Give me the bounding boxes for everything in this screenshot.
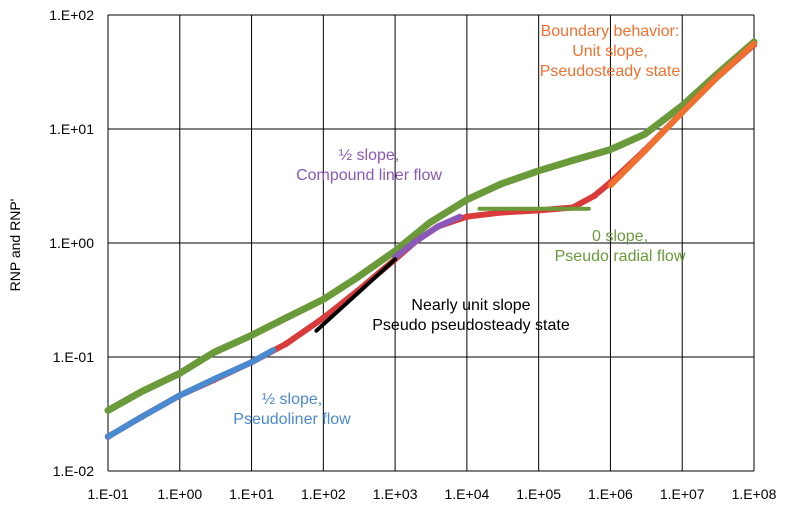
annotation-line: Nearly unit slope: [411, 297, 530, 314]
x-tick-label: 1.E+07: [660, 486, 705, 502]
x-tick-label: 1.E+05: [516, 486, 561, 502]
x-tick-label: 1.E-01: [87, 486, 128, 502]
data-point: [569, 157, 577, 164]
series-line-1: [104, 38, 758, 414]
series-line-7: [607, 40, 757, 189]
series-line-4: [392, 213, 463, 261]
grid: [107, 14, 755, 472]
data-point: [354, 274, 361, 281]
y-axis-label: RNP and RNP': [7, 199, 23, 292]
annotation-line: ½ slope,: [339, 147, 399, 164]
x-tick-label: 1.E+00: [157, 486, 202, 502]
x-tick-label: 1.E+01: [229, 486, 274, 502]
data-point: [641, 131, 648, 138]
data-point: [320, 296, 327, 303]
data-point: [463, 213, 471, 220]
annotation-line: Pseudosteady state: [540, 63, 681, 80]
x-tick-label: 1.E+04: [445, 486, 490, 502]
annotation-1: Boundary behavior: Unit slope, Pseudostead…: [540, 23, 681, 80]
x-tick-label: 1.E+08: [732, 486, 777, 502]
y-tick-label: 1.E+00: [49, 235, 94, 251]
y-tick-label: 1.E+01: [49, 121, 94, 137]
series-line-3: [105, 347, 277, 440]
data-point: [320, 314, 327, 322]
series-line-2: [105, 41, 757, 440]
annotation-line: 0 slope,: [592, 228, 648, 245]
data-point: [607, 146, 614, 153]
annotation-line: Pseudo pseudosteady state: [372, 317, 570, 334]
data-point: [282, 314, 289, 322]
annotation-line: Compound liner flow: [296, 167, 442, 184]
data-point: [139, 388, 146, 395]
data-point: [282, 340, 289, 348]
series-layer: [104, 38, 758, 440]
annotation-line: Boundary behavior:: [541, 23, 680, 40]
annotation-line: Unit slope,: [572, 43, 648, 60]
y-tick-label: 1.E+02: [49, 7, 94, 23]
data-point: [591, 192, 598, 199]
annotation-5: ½ slope, Pseudoliner flow: [233, 391, 351, 428]
data-point: [497, 180, 505, 188]
axes: 1.E-01 1.E+00 1.E+01 1.E+02 1.E+03 1.E+04 1.E+…: [49, 7, 776, 502]
data-point: [535, 167, 542, 174]
annotation-line: Pseudo radial flow: [555, 248, 686, 265]
data-point: [210, 349, 218, 356]
annotation-4: Nearly unit slope Pseudo pseudosteady sta…: [372, 297, 570, 334]
data-point: [426, 219, 433, 227]
x-tick-label: 1.E+03: [373, 486, 418, 502]
annotation-3: 0 slope, Pseudo radial flow: [555, 228, 686, 265]
annotation-line: ½ slope,: [262, 391, 322, 408]
annotation-2: ½ slope, Compound liner flow: [296, 147, 442, 184]
data-point: [176, 370, 183, 377]
annotations: Boundary behavior: Unit slope, Pseudostead…: [233, 23, 686, 428]
data-point: [104, 407, 112, 414]
x-tick-label: 1.E+02: [301, 486, 346, 502]
annotation-line: Pseudoliner flow: [233, 411, 351, 428]
y-tick-label: 1.E-01: [53, 349, 94, 365]
data-point: [497, 209, 505, 216]
x-tick-label: 1.E+06: [588, 486, 633, 502]
series-line-5: [314, 257, 398, 333]
data-point: [463, 196, 471, 203]
y-tick-label: 1.E-02: [53, 463, 94, 479]
data-point: [248, 332, 255, 339]
